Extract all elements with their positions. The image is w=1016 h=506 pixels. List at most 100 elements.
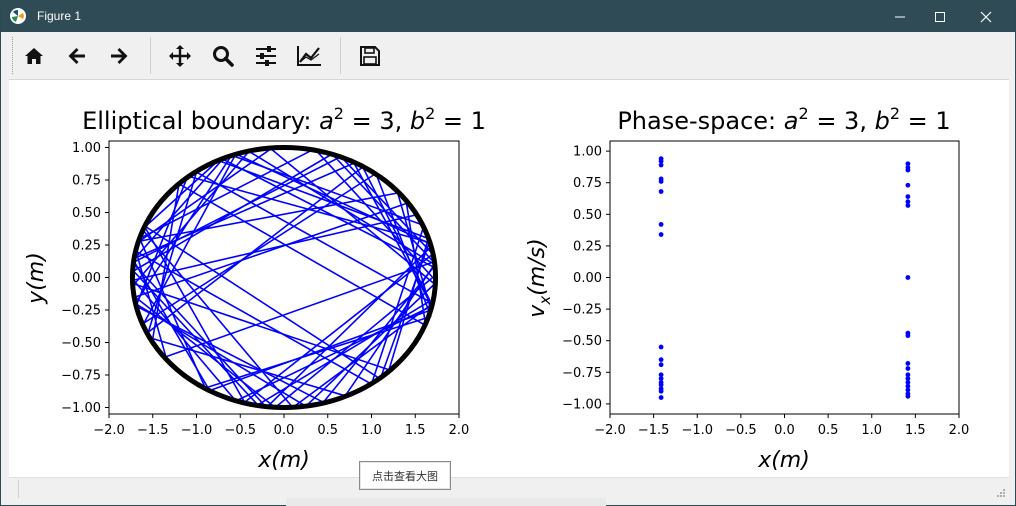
trajectory-segment — [135, 175, 189, 307]
y-tick-label: 0.25 — [72, 239, 101, 254]
maximize-icon — [935, 11, 945, 22]
matplotlib-app-icon — [10, 8, 26, 24]
title-bar[interactable]: Figure 1 — [1, 1, 1015, 32]
phase-point — [658, 344, 664, 350]
phase-point — [658, 362, 664, 368]
minimize-button[interactable] — [877, 1, 923, 32]
trajectory-segment — [141, 228, 294, 409]
x-tick-label: −2.0 — [594, 423, 626, 438]
trajectory-segment — [331, 153, 435, 263]
trajectory-lines — [132, 148, 436, 409]
y-tick-label: −0.75 — [562, 366, 602, 381]
y-tick-label: −0.25 — [562, 303, 602, 318]
y-tick-label: 1.00 — [573, 145, 602, 160]
save-button[interactable] — [354, 40, 386, 72]
trajectory-segment — [143, 172, 377, 324]
phase-point — [658, 382, 664, 388]
left-y-axis-label: y(m) — [24, 252, 49, 305]
home-icon — [25, 48, 43, 64]
right-x-axis-label: x(m) — [757, 448, 810, 473]
phase-point — [905, 387, 911, 393]
phase-point — [905, 182, 911, 188]
magnifier-icon — [213, 46, 234, 67]
trajectory-segment — [205, 315, 432, 389]
trajectory-segment — [135, 250, 372, 385]
figure-svg: Elliptical boundary: a2 = 3, b2 = 1 −2.0… — [24, 104, 969, 473]
x-tick-label: 1.5 — [405, 423, 426, 438]
y-tick-label: −0.75 — [61, 369, 101, 384]
phase-point — [658, 162, 664, 168]
trajectory-segment — [134, 158, 224, 259]
phase-point — [905, 372, 911, 378]
phase-point — [658, 372, 664, 378]
left-plot-title: Elliptical boundary: a2 = 3, b2 = 1 — [82, 104, 486, 135]
y-tick-label: 0.25 — [573, 239, 602, 254]
close-icon — [980, 11, 992, 22]
y-tick-label: −0.25 — [61, 304, 101, 319]
arrow-right-icon — [111, 48, 128, 64]
zoom-button[interactable] — [207, 40, 239, 72]
view-large-image-button[interactable]: 点击查看大图 — [359, 461, 451, 490]
x-tick-label: −1.0 — [181, 423, 213, 438]
y-tick-label: 0.75 — [573, 176, 602, 191]
right-y-ticks: 1.00 0.75 0.50 0.25 0.00 −0.25 −0.50 −0.75 −1.00 — [562, 145, 610, 412]
phase-point — [658, 232, 664, 237]
x-tick-label: 0.0 — [774, 423, 795, 438]
trajectory-segment — [178, 183, 427, 327]
phase-point — [905, 194, 911, 200]
phase-point — [905, 380, 911, 385]
configure-subplots-button[interactable] — [250, 40, 282, 72]
x-tick-label: 2.0 — [949, 423, 970, 438]
elliptical-boundary — [129, 145, 439, 410]
edit-axis-button[interactable] — [293, 40, 325, 72]
line-chart-icon — [297, 46, 321, 66]
y-tick-label: 0.00 — [573, 271, 602, 286]
phase-point — [658, 395, 664, 400]
resize-grip-icon[interactable] — [996, 488, 1006, 498]
trajectory-segment — [143, 224, 381, 380]
phase-space-points — [658, 156, 911, 400]
trajectory-segment — [379, 242, 431, 380]
trajectory-segment — [209, 309, 432, 392]
phase-point — [658, 388, 664, 394]
phase-point — [905, 366, 911, 371]
trajectory-segment — [187, 175, 430, 244]
status-separator — [18, 480, 19, 498]
pan-button[interactable] — [164, 40, 196, 72]
trajectory-segment — [134, 296, 276, 409]
back-button[interactable] — [61, 40, 93, 72]
x-tick-label: −1.0 — [681, 423, 713, 438]
phase-point — [658, 189, 664, 194]
x-tick-label: −2.0 — [93, 423, 125, 438]
phase-point — [905, 203, 911, 208]
y-tick-label: 1.00 — [72, 141, 101, 156]
trajectory-segment — [135, 251, 167, 358]
trajectory-segment — [231, 154, 425, 227]
trajectory-segment — [143, 225, 246, 403]
trajectory-segment — [396, 192, 432, 311]
phase-point — [658, 357, 664, 363]
x-tick-label: 0.5 — [317, 423, 338, 438]
trajectory-segment — [218, 159, 429, 240]
left-y-ticks: 1.00 0.75 0.50 0.25 0.00 −0.25 −0.50 −0.75 −1.00 — [61, 141, 109, 416]
x-tick-label: −0.5 — [224, 423, 256, 438]
arrow-left-icon — [68, 48, 85, 64]
home-button[interactable] — [18, 40, 50, 72]
trajectory-segment — [292, 302, 434, 409]
right-y-axis-label: vx(m/s) — [525, 238, 554, 317]
forward-button[interactable] — [103, 40, 135, 72]
phase-point — [658, 222, 664, 227]
phase-point — [905, 393, 911, 399]
right-subplot: Phase-space: a2 = 3, b2 = 1 −2.0 −1.5 −1.0… — [525, 104, 969, 473]
close-button[interactable] — [963, 1, 1009, 32]
figure-canvas[interactable]: Elliptical boundary: a2 = 3, b2 = 1 −2.0… — [9, 80, 1009, 477]
right-plot-title: Phase-space: a2 = 3, b2 = 1 — [617, 104, 950, 135]
x-tick-label: 0.0 — [274, 423, 295, 438]
maximize-button[interactable] — [917, 1, 963, 32]
right-x-ticks: −2.0 −1.5 −1.0 −0.5 0.0 0.5 1.0 1.5 2.0 — [594, 414, 969, 438]
toolbar-grip[interactable] — [12, 37, 16, 74]
y-tick-label: −0.50 — [562, 334, 602, 349]
left-subplot: Elliptical boundary: a2 = 3, b2 = 1 −2.0… — [24, 104, 486, 473]
trajectory-segment — [340, 156, 434, 255]
trajectory-segment — [134, 155, 342, 263]
